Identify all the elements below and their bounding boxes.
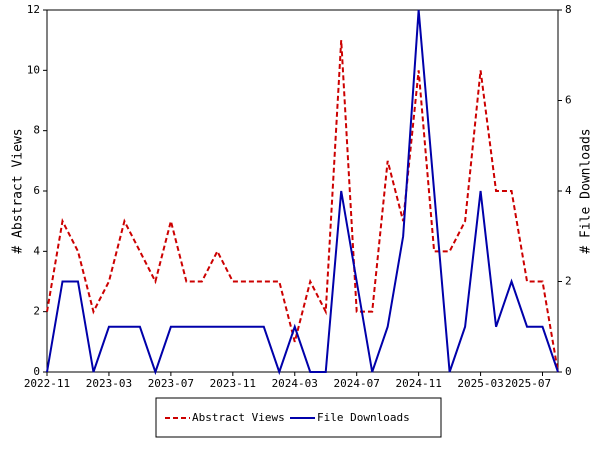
x-tick-label: 2024-11 — [395, 377, 441, 390]
x-tick-label: 2025-03 — [457, 377, 503, 390]
x-tick-label: 2024-03 — [272, 377, 318, 390]
legend-label: Abstract Views — [192, 411, 285, 424]
y-tick-label: 12 — [27, 3, 40, 16]
series-line — [46, 40, 559, 373]
x-tick-label: 2023-11 — [210, 377, 256, 390]
x-tick-label: 2024-07 — [334, 377, 380, 390]
y-tick-label: 2 — [33, 305, 40, 318]
y2-tick-label: 8 — [565, 3, 572, 16]
y-tick-label: 10 — [27, 63, 40, 76]
y2-tick-label: 4 — [565, 184, 572, 197]
series-line — [46, 9, 559, 376]
x-tick-label: 2025-07 — [505, 377, 551, 390]
y2-tick-label: 2 — [565, 275, 572, 288]
y-tick-label: 8 — [33, 124, 40, 137]
legend-label: File Downloads — [317, 411, 410, 424]
y-tick-label: 6 — [33, 184, 40, 197]
y-tick-label: 0 — [33, 365, 40, 378]
y2-axis-title: # File Downloads — [579, 128, 594, 253]
y2-tick-label: 0 — [565, 365, 572, 378]
x-tick-label: 2022-11 — [24, 377, 70, 390]
x-tick-label: 2023-03 — [86, 377, 132, 390]
y-tick-label: 4 — [33, 244, 40, 257]
x-tick-label: 2023-07 — [148, 377, 194, 390]
y2-tick-label: 6 — [565, 94, 572, 107]
y-axis-title: # Abstract Views — [11, 128, 26, 253]
legend-box — [155, 397, 442, 438]
